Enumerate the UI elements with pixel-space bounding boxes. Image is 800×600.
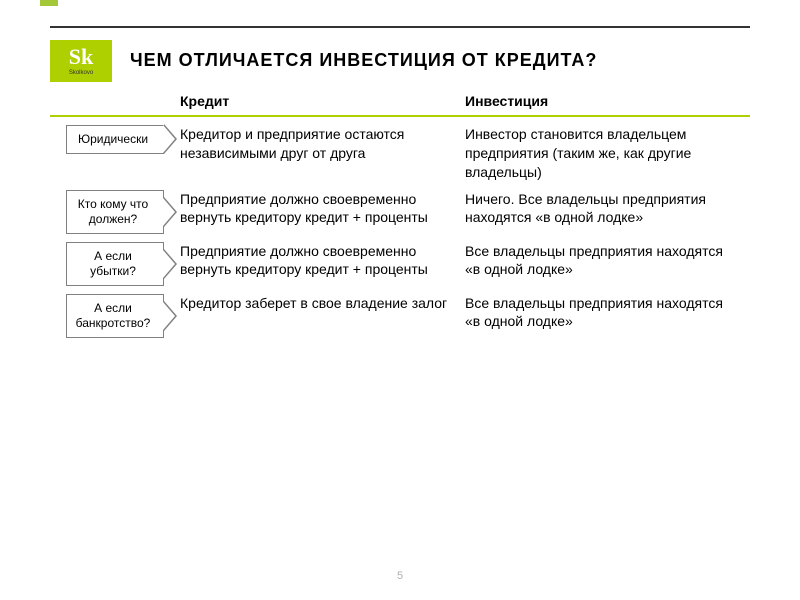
label-cell: А если банкротство? bbox=[50, 294, 180, 338]
row-label: А если убытки? bbox=[90, 249, 136, 278]
table-row: А если банкротство? Кредитор заберет в с… bbox=[50, 286, 750, 338]
page-title: ЧЕМ ОТЛИЧАЕТСЯ ИНВЕСТИЦИЯ ОТ КРЕДИТА? bbox=[130, 50, 597, 71]
cell-credit: Предприятие должно своевременно вернуть … bbox=[180, 190, 465, 228]
table-row: Юридически Кредитор и предприятие остают… bbox=[50, 117, 750, 182]
accent-square bbox=[40, 0, 58, 6]
label-cell: А если убытки? bbox=[50, 242, 180, 286]
header-spacer bbox=[50, 92, 180, 111]
cell-invest: Инвестор становится владельцем предприят… bbox=[465, 125, 750, 182]
cell-credit: Предприятие должно своевременно вернуть … bbox=[180, 242, 465, 280]
label-cell: Кто кому что должен? bbox=[50, 190, 180, 234]
table-row: Кто кому что должен? Предприятие должно … bbox=[50, 182, 750, 234]
row-label: А если банкротство? bbox=[76, 301, 151, 330]
table-header-row: Кредит Инвестиция bbox=[50, 92, 750, 117]
logo-text: Skolkovo bbox=[69, 70, 93, 76]
cell-invest: Все владельцы предприятия находятся «в о… bbox=[465, 242, 750, 280]
page-number: 5 bbox=[0, 570, 800, 582]
row-label-arrow: А если убытки? bbox=[66, 242, 164, 286]
row-label: Кто кому что должен? bbox=[78, 197, 148, 226]
comparison-table: Кредит Инвестиция Юридически Кредитор и … bbox=[50, 92, 750, 338]
logo: Sk Skolkovo bbox=[50, 40, 112, 82]
cell-credit: Кредитор и предприятие остаются независи… bbox=[180, 125, 465, 163]
cell-credit: Кредитор заберет в свое владение залог bbox=[180, 294, 465, 313]
top-rule bbox=[50, 26, 750, 28]
logo-sk: Sk bbox=[69, 46, 93, 68]
label-cell: Юридически bbox=[50, 125, 180, 154]
header-investment: Инвестиция bbox=[465, 92, 750, 111]
row-label-arrow: Юридически bbox=[66, 125, 164, 154]
row-label-arrow: А если банкротство? bbox=[66, 294, 164, 338]
cell-invest: Все владельцы предприятия находятся «в о… bbox=[465, 294, 750, 332]
row-label: Юридически bbox=[78, 132, 148, 146]
cell-invest: Ничего. Все владельцы предприятия находя… bbox=[465, 190, 750, 228]
header-credit: Кредит bbox=[180, 92, 465, 111]
table-row: А если убытки? Предприятие должно своевр… bbox=[50, 234, 750, 286]
row-label-arrow: Кто кому что должен? bbox=[66, 190, 164, 234]
